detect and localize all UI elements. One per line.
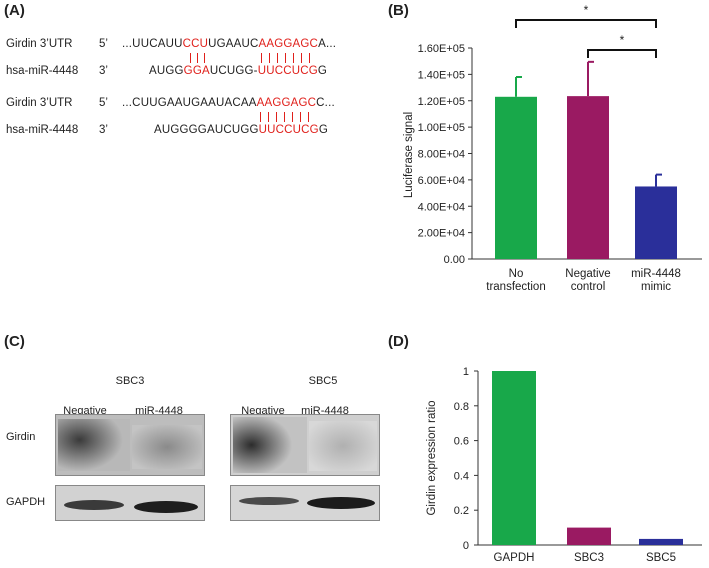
seq-seg-red: AAGGAGC bbox=[256, 97, 317, 109]
seq-seg: AUGGGGAUCUGG bbox=[154, 124, 259, 136]
blot-image-sbc3-girdin bbox=[55, 414, 205, 476]
significance-label: * bbox=[584, 3, 589, 17]
bar bbox=[639, 538, 683, 545]
seq-seg: G bbox=[317, 65, 328, 77]
sequence-text: ...UUCAUUCCUUGAAUCAAGGAGCA... bbox=[122, 38, 336, 50]
y-tick-label: 8.00E+04 bbox=[418, 149, 465, 161]
x-tick-label: Negative control bbox=[565, 268, 610, 293]
seq-seg-red: UUCCUCG bbox=[257, 65, 318, 77]
y-axis-label: Luciferase signal bbox=[403, 112, 415, 198]
blot-image-sbc5-girdin bbox=[230, 414, 380, 476]
seq-end: 3’ bbox=[99, 124, 108, 136]
bar bbox=[567, 96, 609, 260]
y-tick-label: 2.00E+04 bbox=[418, 228, 465, 240]
y-tick-label: 1.20E+05 bbox=[418, 96, 465, 108]
y-tick-label: 0.2 bbox=[454, 505, 469, 517]
blot-title-sbc5: SBC5 bbox=[308, 375, 338, 387]
seq-seg-red: UUCCUCG bbox=[258, 124, 319, 136]
bar bbox=[635, 186, 677, 259]
x-tick-label: GAPDH bbox=[494, 552, 535, 564]
blot-row-girdin: Girdin bbox=[6, 431, 36, 443]
bar bbox=[492, 371, 536, 545]
y-tick-label: 1.00E+05 bbox=[418, 122, 465, 134]
seq-seg-red: CCU bbox=[182, 38, 209, 50]
seq-seg: ...UUCAUU bbox=[122, 38, 183, 50]
seq-seg: UCUGG- bbox=[209, 65, 258, 77]
y-tick-label: 0.8 bbox=[454, 401, 469, 413]
seq-seg-red: AAGGAGC bbox=[258, 38, 319, 50]
blot-title-sbc3: SBC3 bbox=[115, 375, 145, 387]
y-tick-label: 1.40E+05 bbox=[418, 69, 465, 81]
blot-image-sbc3-gapdh bbox=[55, 485, 205, 521]
panel-label-d: (D) bbox=[388, 333, 409, 350]
x-tick-label: SBC3 bbox=[574, 552, 604, 564]
sequence-text: AUGGGGAUCUGG-UUCCUCGG bbox=[149, 65, 327, 77]
seq-name: hsa-miR-4448 bbox=[6, 65, 79, 77]
sequence-text: AUGGGGAUCUGGUUCCUCGG bbox=[154, 124, 328, 136]
seq-seg: AUGG bbox=[149, 65, 184, 77]
panel-label-b: (B) bbox=[388, 2, 409, 19]
sequence-text: ...CUUGAAUGAAUACAAAAGGAGCC... bbox=[122, 97, 335, 109]
seq-name: Girdin 3’UTR bbox=[6, 97, 73, 109]
seq-seg: G bbox=[318, 124, 328, 136]
x-tick-label: SBC5 bbox=[646, 552, 676, 564]
seq-end: 3’ bbox=[99, 65, 108, 77]
seq-seg: ...CUUGAAUGAAUACAA bbox=[122, 97, 257, 109]
panel-label-a: (A) bbox=[4, 2, 25, 19]
x-tick-label: No transfection bbox=[486, 268, 545, 293]
seq-name: Girdin 3’UTR bbox=[6, 38, 73, 50]
seq-end: 5’ bbox=[99, 38, 108, 50]
seq-seg: C... bbox=[316, 97, 335, 109]
y-tick-label: 1 bbox=[463, 366, 469, 378]
blot-image-sbc5-gapdh bbox=[230, 485, 380, 521]
y-axis-label: Girdin expression ratio bbox=[426, 400, 438, 515]
y-tick-label: 0 bbox=[463, 540, 469, 552]
blot-row-gapdh: GAPDH bbox=[6, 496, 46, 508]
y-tick-label: 0.4 bbox=[454, 470, 469, 482]
y-tick-label: 4.00E+04 bbox=[418, 201, 465, 213]
significance-bracket bbox=[587, 49, 657, 58]
panel-label-c: (C) bbox=[4, 333, 25, 350]
seq-seg: UGAAUC bbox=[208, 38, 259, 50]
seq-end: 5’ bbox=[99, 97, 108, 109]
significance-bracket bbox=[515, 19, 657, 28]
seq-seg-red: GGA bbox=[183, 65, 210, 77]
y-tick-label: 6.00E+04 bbox=[418, 175, 465, 187]
seq-seg: A... bbox=[318, 38, 337, 50]
girdin-ratio-bar-chart: Girdin expression ratio 0 0.2 0.4 0.6 0.8 1 GAP… bbox=[426, 366, 702, 564]
y-tick-label: 0.00 bbox=[444, 254, 465, 266]
y-tick-label: 1.60E+05 bbox=[418, 43, 465, 55]
bar bbox=[495, 96, 537, 259]
luciferase-bar-chart: Luciferase signal 0.00 2.00E+04 4.00E+04 6.0… bbox=[403, 3, 702, 293]
x-tick-label: miR-4448 mimic bbox=[631, 268, 681, 293]
y-tick-label: 0.6 bbox=[454, 436, 469, 448]
bar bbox=[567, 527, 611, 545]
seq-name: hsa-miR-4448 bbox=[6, 124, 79, 136]
significance-label: * bbox=[620, 33, 625, 47]
